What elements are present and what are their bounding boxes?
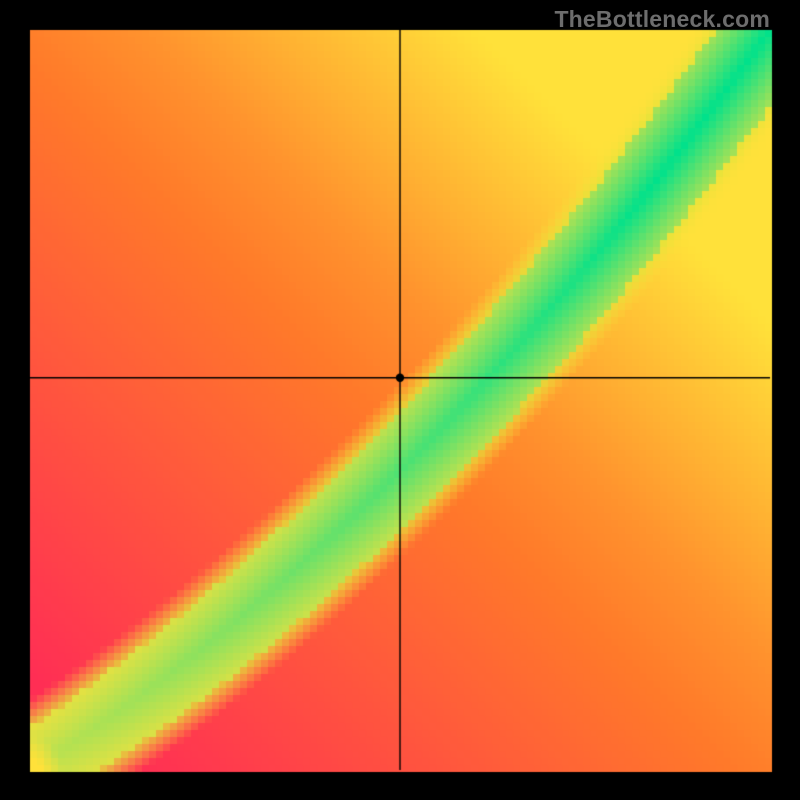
- heatmap-canvas: [0, 0, 800, 800]
- watermark-text: TheBottleneck.com: [554, 6, 770, 33]
